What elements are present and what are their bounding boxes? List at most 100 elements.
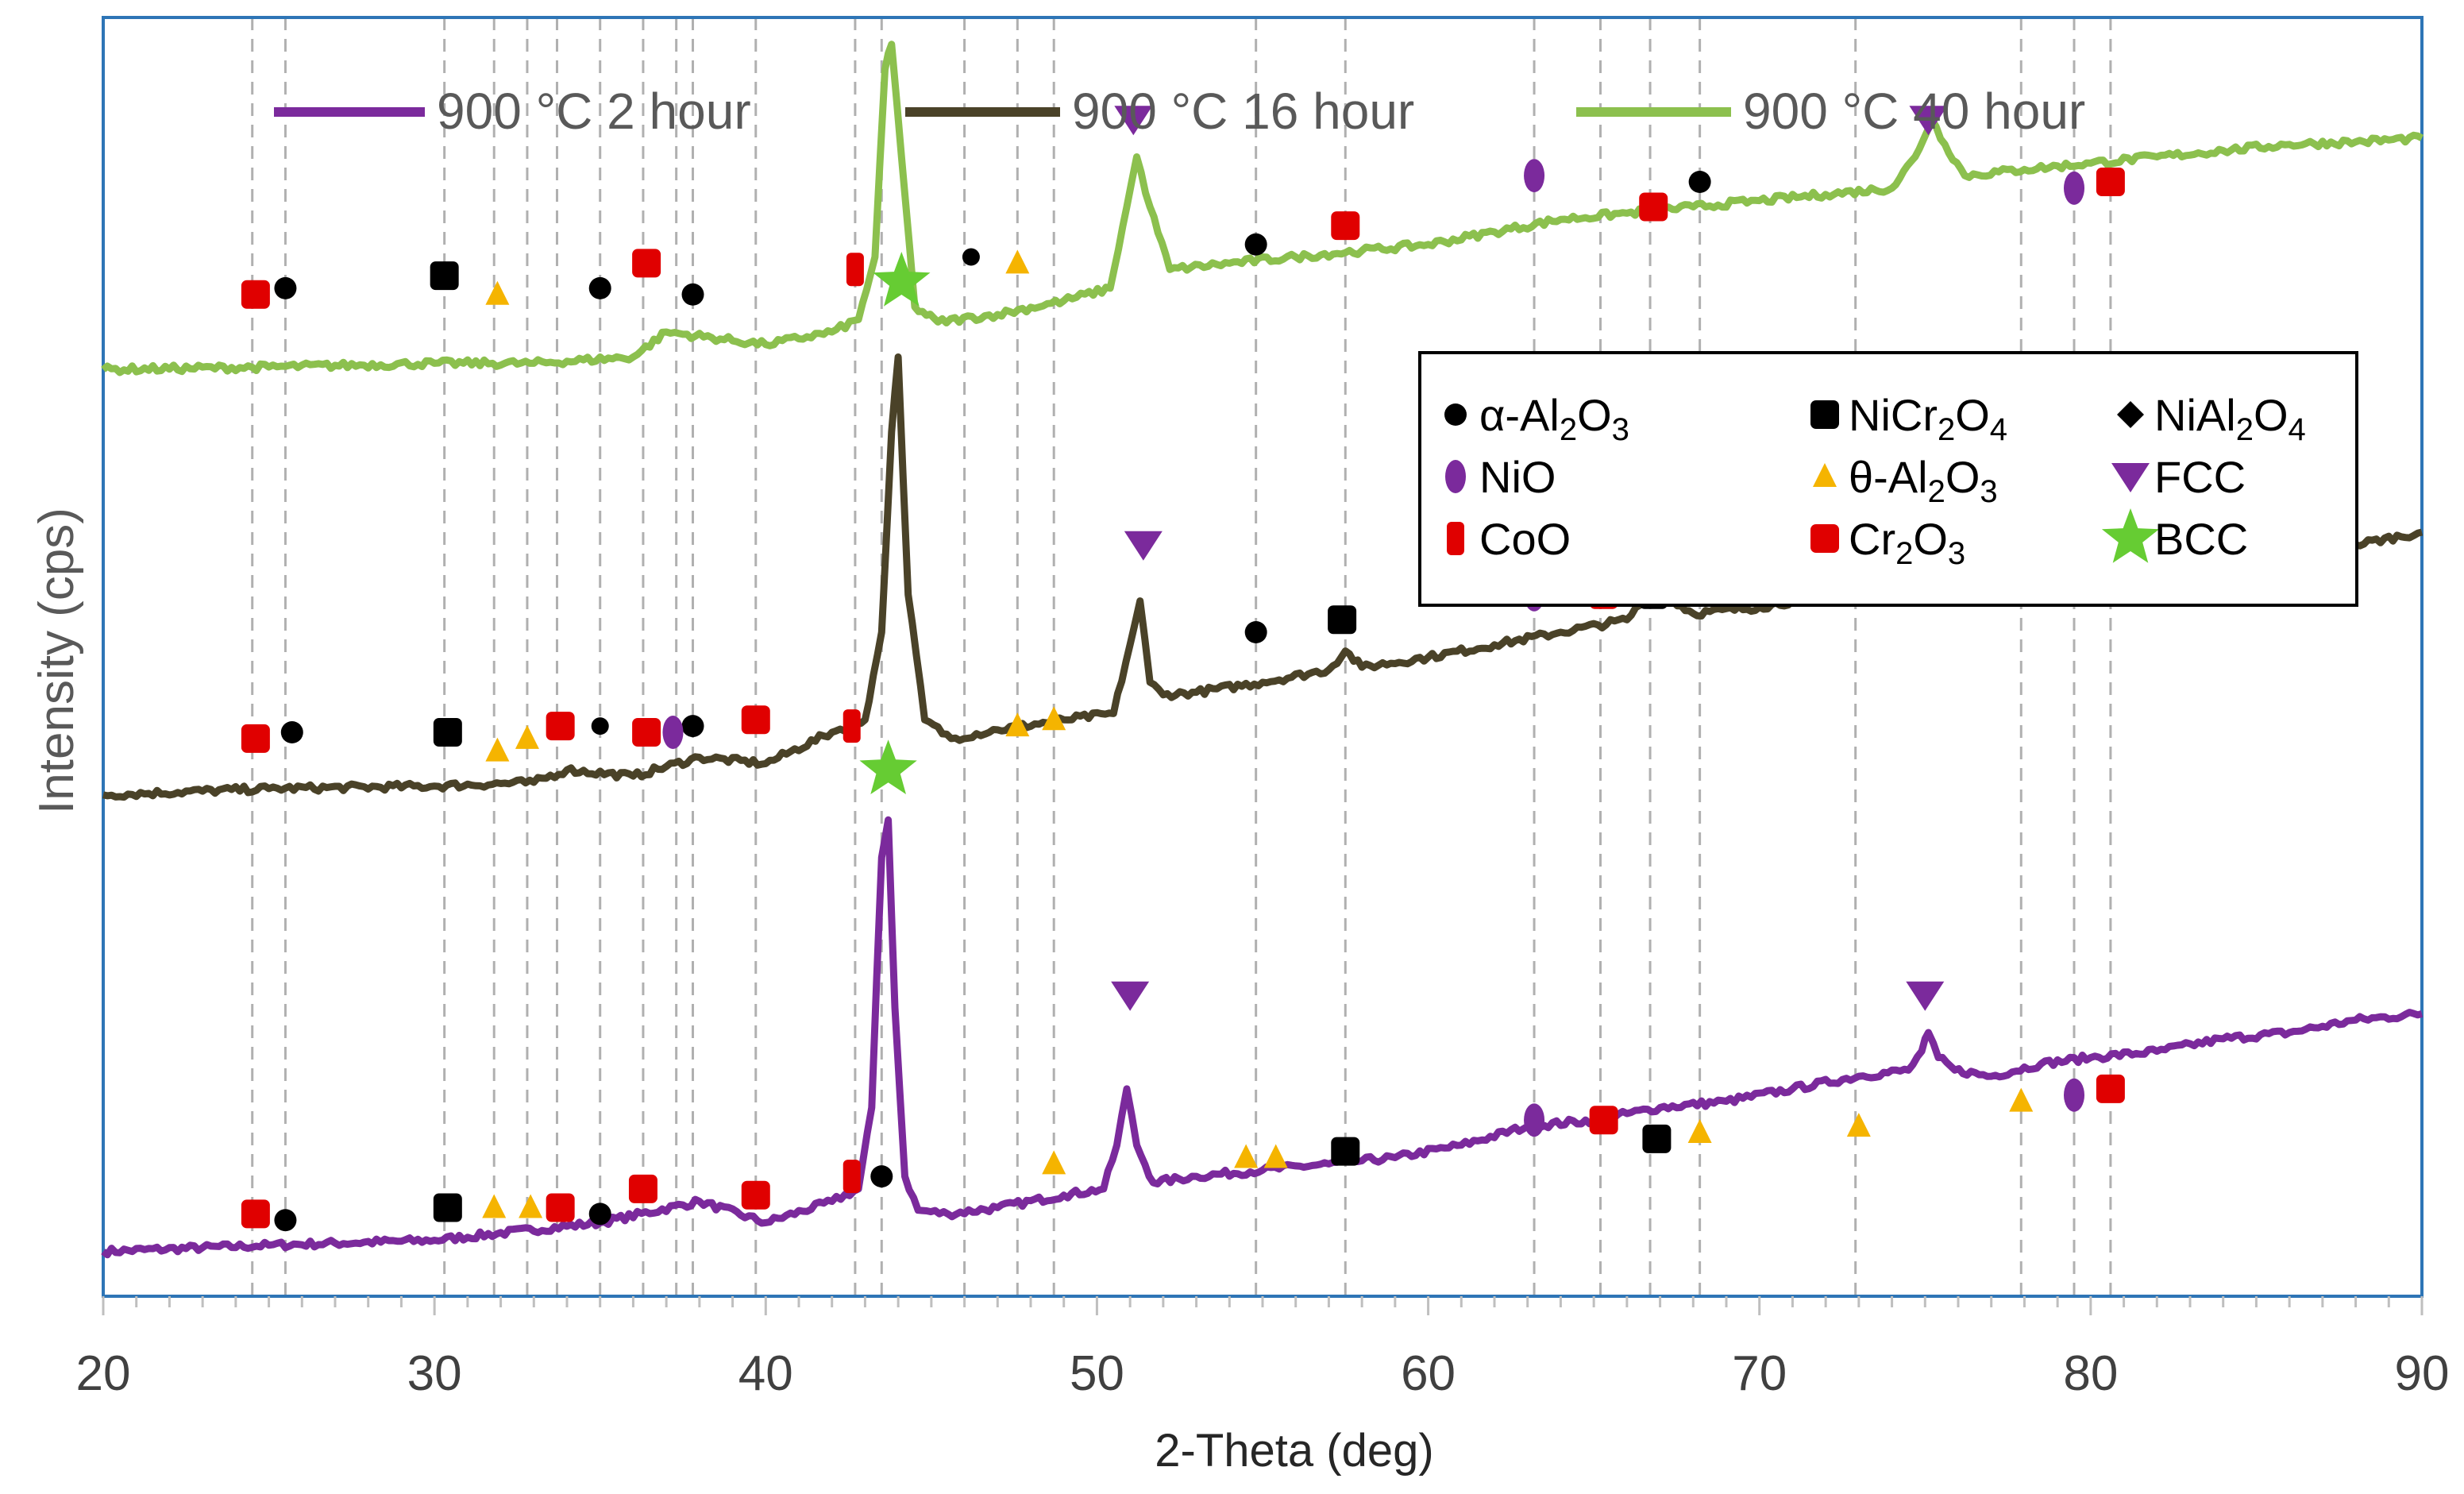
legend-label-16h: 900 °C 16 hour (1072, 83, 1414, 140)
phase-marker-cr2o3 (546, 1193, 575, 1222)
phase-legend-label-nicr2o4: NiCr2​O4​ (1849, 390, 2007, 447)
phase-legend-symbol-nio (1445, 460, 1466, 493)
phase-marker-coo (843, 1160, 861, 1194)
phase-marker-nio (2064, 1078, 2084, 1112)
formula-subscript: 2 (1560, 412, 1577, 447)
phase-marker-small-black-dot (962, 248, 980, 266)
formula-text: O (1955, 390, 1990, 440)
phase-marker-nicr2o4 (1328, 605, 1357, 635)
formula-subscript: 2 (1928, 474, 1945, 509)
reference-lines (251, 17, 2112, 1296)
phase-legend-label-coo: CoO (1479, 514, 1571, 564)
formula-text: BCC (2154, 514, 2248, 564)
phase-marker-cr2o3 (1639, 192, 1668, 222)
phase-marker-cr2o3 (1589, 1106, 1618, 1135)
phase-legend-symbol-al2o3 (1813, 463, 1837, 487)
formula-subscript: 4 (2289, 412, 2306, 447)
phase-marker-al2o3 (1244, 621, 1267, 643)
phase-marker-cr2o3 (632, 718, 661, 747)
phase-marker-cr2o3 (241, 280, 270, 309)
phase-legend-items: α-Al2​O3​ NiCr2​O4​ NiAl2​O4​ NiO θ-Al2​O3​ F… (1444, 390, 2306, 571)
phase-marker-nicr2o4 (433, 718, 462, 747)
phase-legend-symbol-fcc (2111, 463, 2150, 492)
phase-marker-cr2o3 (241, 1199, 270, 1229)
legend-label-40h: 900 °C 40 hour (1743, 83, 2085, 140)
phase-marker-cr2o3 (2096, 168, 2125, 196)
phase-marker-nicr2o4 (1642, 1124, 1672, 1153)
legend-label-2h: 900 °C 2 hour (437, 83, 751, 140)
phase-marker-al2o3 (870, 1165, 893, 1188)
phase-marker-fcc (1906, 981, 1945, 1011)
phase-legend-label-bcc: BCC (2154, 514, 2248, 564)
phase-marker-al2o3 (1263, 1144, 1288, 1168)
phase-marker-al2o3 (1687, 1119, 1712, 1143)
phase-marker-bcc (873, 252, 931, 307)
phase-marker-coo (846, 253, 864, 287)
phase-marker-al2o3 (280, 721, 303, 743)
formula-subscript: 2 (2236, 412, 2254, 447)
phase-marker-bcc (859, 739, 917, 794)
x-tick-label: 20 (76, 1346, 131, 1401)
phase-marker-al2o3 (1042, 706, 1066, 731)
phase-marker-al2o3 (274, 1209, 297, 1232)
phase-marker-fcc (1114, 106, 1153, 136)
phase-marker-nicr2o4 (433, 1193, 462, 1222)
phase-marker-al2o3 (1234, 1144, 1259, 1168)
phase-marker-fcc (1111, 981, 1150, 1011)
formula-text: O (1577, 390, 1612, 440)
formula-subscript: 2 (1938, 412, 1955, 447)
phase-legend-label-fcc: FCC (2154, 452, 2246, 502)
phase-marker-cr2o3 (241, 724, 270, 753)
phase-legend-symbol-bcc (2101, 508, 2160, 563)
x-tick-label: 80 (2063, 1346, 2118, 1401)
phase-legend-symbol-nicr2o4 (1810, 400, 1839, 429)
phase-marker-coo (843, 709, 861, 743)
phase-legend-label-cr2o3: Cr2​O3​ (1849, 514, 1965, 571)
phase-marker-fcc (1909, 106, 1948, 136)
phase-marker-al2o3 (1688, 171, 1711, 193)
phase-marker-nio (1524, 1103, 1545, 1137)
formula-text: O (2254, 390, 2289, 440)
x-tick-label: 30 (407, 1346, 462, 1401)
phase-marker-al2o3 (485, 280, 510, 305)
x-axis-label: 2-Theta (deg) (1155, 1425, 1433, 1477)
phase-marker-nicr2o4 (430, 261, 459, 291)
phase-marker-nio (662, 716, 684, 749)
phase-legend-symbol-cr2o3 (1810, 524, 1839, 553)
x-tick-label: 70 (1732, 1346, 1787, 1401)
phase-marker-al2o3 (1005, 712, 1030, 737)
phase-legend-symbol-nial2o4 (2117, 401, 2144, 428)
phase-marker-al2o3 (1846, 1113, 1871, 1137)
formula-text: NiAl (2154, 390, 2236, 440)
formula-text: O (1913, 514, 1948, 564)
x-axis: 20 30 40 50 60 70 80 90 (76, 1296, 2450, 1401)
phase-legend-box (1418, 351, 2358, 607)
phase-legend-label-al2o3: θ-Al2​O3​ (1849, 452, 1998, 509)
x-tick-label: 40 (738, 1346, 793, 1401)
formula-text: Cr (1849, 514, 1895, 564)
x-tick-label: 90 (2395, 1346, 2450, 1401)
phase-marker-nio (2064, 171, 2084, 205)
phase-marker-cr2o3 (632, 249, 661, 278)
x-tick-label: 50 (1070, 1346, 1124, 1401)
phase-marker-al2o3 (1005, 249, 1030, 274)
phase-marker-al2o3 (274, 276, 297, 299)
phase-marker-al2o3 (519, 1194, 543, 1218)
phase-marker-al2o3 (2009, 1087, 2034, 1112)
formula-text: NiCr (1849, 390, 1938, 440)
phase-legend-label-nial2o4: NiAl2​O4​ (2154, 390, 2306, 447)
formula-subscript: 3 (1948, 536, 1965, 571)
phase-legend: α-Al2​O3​ NiCr2​O4​ NiAl2​O4​ NiO θ-Al2​O3​ F… (1418, 351, 2358, 607)
phase-marker-al2o3 (588, 276, 611, 299)
formula-subscript: 4 (1990, 412, 2007, 447)
phase-legend-label-al2o3: α-Al2​O3​ (1479, 390, 1629, 447)
phase-marker-al2o3 (588, 1203, 611, 1226)
formula-text: O (1945, 452, 1980, 502)
formula-text: θ-Al (1849, 452, 1928, 502)
series-legend: 900 °C 2 hour 900 °C 16 hour 900 °C 40 h… (274, 83, 2085, 140)
y-axis-label: Intensity (cps) (29, 508, 84, 814)
formula-text: CoO (1479, 514, 1571, 564)
phase-marker-cr2o3 (2096, 1074, 2125, 1103)
phase-legend-symbol-coo (1447, 522, 1464, 555)
